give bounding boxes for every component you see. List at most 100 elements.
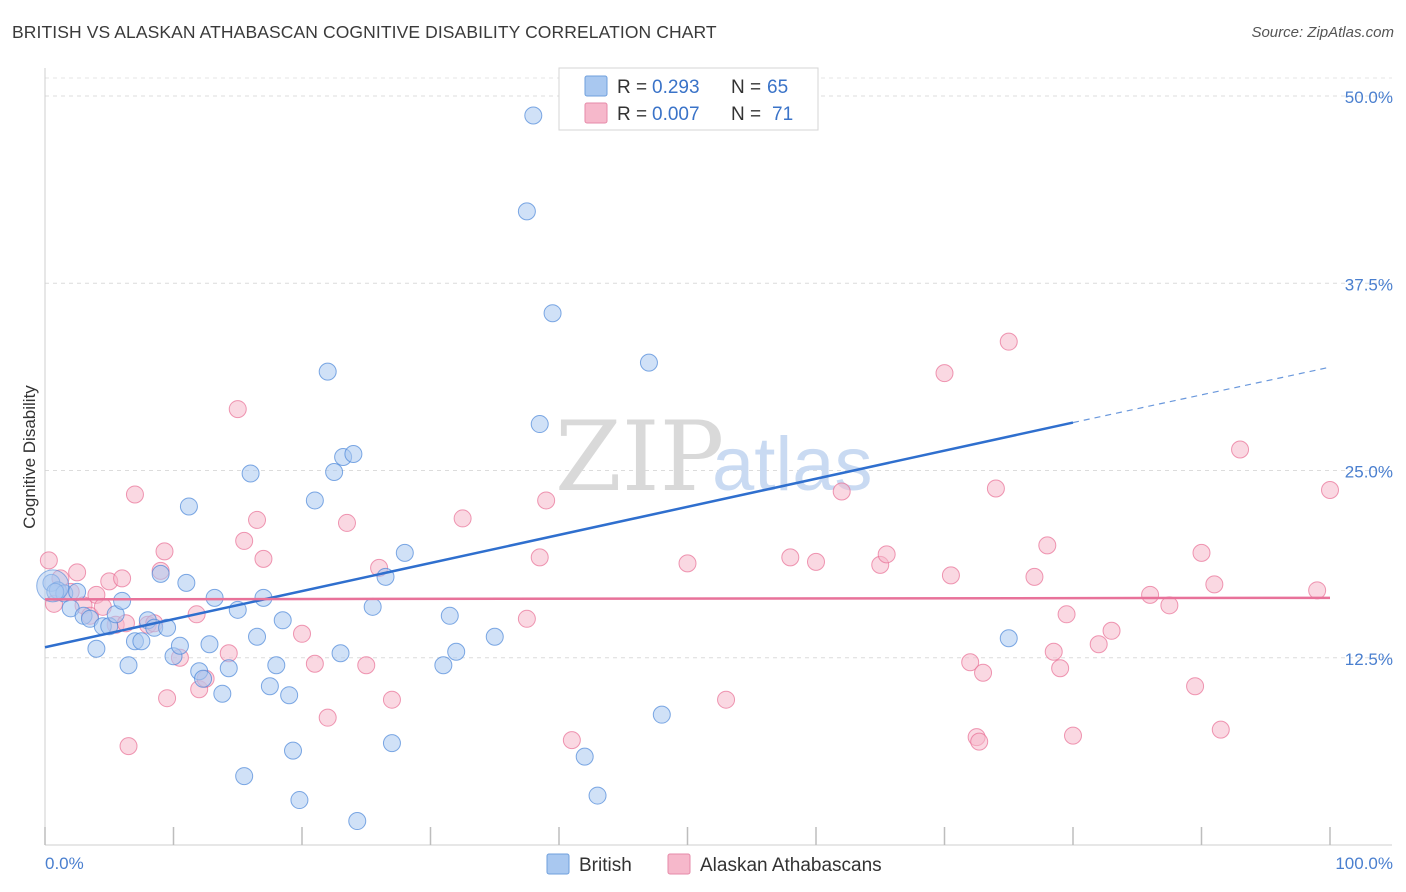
british-point	[179, 497, 198, 516]
british-point	[440, 606, 459, 625]
alaskan-athabascan-point	[155, 542, 174, 561]
british-point	[575, 747, 594, 766]
british-point	[434, 656, 453, 675]
alaskan-athabascan-point	[1205, 575, 1224, 594]
alaskan-athabascan-trend-line	[44, 596, 1331, 601]
british-point-cluster	[36, 569, 70, 603]
legend-n-value-2: 71	[772, 104, 793, 125]
british-point	[132, 632, 151, 651]
alaskan-athabascan-point	[678, 554, 697, 573]
alaskan-athabascan-point	[1192, 543, 1211, 562]
british-point	[530, 415, 549, 434]
bottom-legend-swatch-british	[546, 853, 570, 875]
alaskan-athabascan-point	[832, 482, 851, 501]
british-point	[331, 644, 350, 663]
british-point	[447, 642, 466, 661]
british-point	[382, 734, 401, 753]
alaskan-athabascan-point	[293, 624, 311, 643]
legend-swatch-british	[584, 75, 608, 97]
alaskan-athabascan-point	[39, 551, 58, 570]
alaskan-athabascan-point	[807, 552, 825, 571]
alaskan-athabascan-point	[453, 509, 472, 528]
alaskan-athabascan-point	[1160, 596, 1179, 615]
alaskan-athabascan-point	[382, 690, 401, 709]
british-point	[325, 462, 344, 481]
bottom-legend: British Alaskan Athabascans	[546, 853, 882, 876]
british-point	[177, 573, 196, 592]
british-point	[158, 618, 177, 637]
bottom-legend-label-british: British	[579, 855, 632, 876]
alaskan-athabascan-point	[1025, 567, 1044, 586]
alaskan-athabascan-point	[337, 513, 356, 532]
british-point	[543, 304, 562, 323]
chart-title: BRITISH VS ALASKAN ATHABASCAN COGNITIVE …	[12, 22, 717, 42]
british-point	[318, 362, 337, 381]
alaskan-athabascan-point	[248, 510, 267, 529]
legend-n-label-2: N =	[731, 104, 761, 125]
alaskan-athabascan-point	[1186, 677, 1205, 696]
alaskan-athabascan-point	[986, 479, 1005, 498]
source-label: Source: ZipAtlas.com	[1251, 24, 1394, 41]
alaskan-athabascan-point	[562, 731, 581, 750]
british-point	[305, 491, 324, 510]
alaskan-athabascan-point	[537, 491, 556, 510]
legend-r-label-2: R =	[617, 104, 647, 125]
alaskan-athabascan-point	[530, 548, 549, 567]
legend-r-value-2: 0.007	[652, 104, 700, 125]
legend-r-label-1: R =	[617, 77, 647, 98]
british-point	[395, 543, 414, 562]
british-point	[639, 353, 658, 372]
x-tick-label: 100.0%	[1335, 854, 1393, 873]
british-point	[113, 591, 132, 610]
alaskan-athabascan-point	[125, 485, 144, 504]
british-point	[241, 464, 260, 483]
alaskan-athabascan-point	[219, 644, 238, 663]
british-point	[219, 659, 238, 678]
alaskan-athabascan-point	[305, 654, 324, 673]
alaskan-athabascan-point	[228, 400, 247, 419]
x-tick-label: 0.0%	[45, 854, 84, 873]
tick-labels: 12.5% 25.0% 37.5% 50.0% 0.0% 100.0%	[45, 88, 1393, 873]
british-point	[652, 705, 671, 724]
british-trend-line	[44, 421, 1074, 649]
alaskan-athabascan-point	[158, 689, 177, 708]
alaskan-athabascan-point	[318, 708, 337, 727]
alaskan-athabascan-point	[717, 690, 736, 709]
trend-lines	[44, 366, 1331, 649]
legend-swatch-alaskan	[584, 102, 608, 124]
british-point	[194, 669, 213, 688]
british-point	[485, 627, 504, 646]
alaskan-athabascan-point	[119, 737, 138, 756]
legend-r-value-1: 0.293	[652, 77, 700, 98]
alaskan-athabascan-point	[1064, 726, 1082, 745]
alaskan-athabascan-point	[1089, 635, 1108, 654]
alaskan-athabascan-point	[1321, 480, 1339, 499]
british-point	[284, 741, 303, 760]
british-point	[517, 202, 536, 221]
alaskan-athabascan-point	[517, 609, 536, 628]
british-point	[348, 812, 367, 831]
alaskan-athabascan-point	[254, 549, 273, 568]
british-point	[213, 684, 232, 703]
axes	[44, 68, 1392, 846]
alaskan-athabascan-point	[999, 332, 1018, 351]
british-trend-extension	[1072, 366, 1331, 424]
legend-n-label-1: N =	[731, 77, 761, 98]
british-point	[267, 656, 286, 675]
british-point	[68, 582, 87, 601]
watermark-zip: ZIP	[555, 401, 724, 513]
british-point	[151, 564, 170, 583]
alaskan-athabascan-points	[39, 332, 1339, 756]
alaskan-athabascan-point	[68, 563, 87, 582]
british-point	[235, 767, 254, 786]
british-point	[999, 629, 1018, 648]
british-point	[260, 677, 279, 696]
british-point	[363, 597, 382, 616]
alaskan-athabascan-point	[1051, 659, 1070, 678]
british-point	[248, 627, 267, 646]
alaskan-athabascan-point	[1231, 440, 1250, 459]
alaskan-athabascan-point	[961, 653, 980, 672]
british-point	[87, 639, 106, 658]
alaskan-athabascan-point	[1211, 720, 1230, 739]
